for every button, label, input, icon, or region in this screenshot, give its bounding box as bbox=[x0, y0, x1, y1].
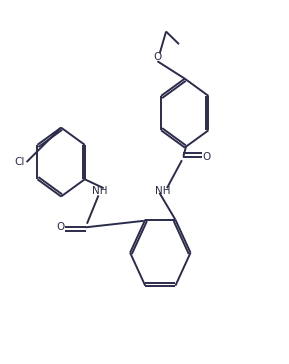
Text: Cl: Cl bbox=[14, 157, 25, 167]
Text: O: O bbox=[56, 222, 65, 232]
Text: O: O bbox=[203, 152, 211, 162]
Text: NH: NH bbox=[92, 186, 108, 196]
Text: NH: NH bbox=[155, 186, 171, 196]
Text: O: O bbox=[153, 52, 162, 62]
